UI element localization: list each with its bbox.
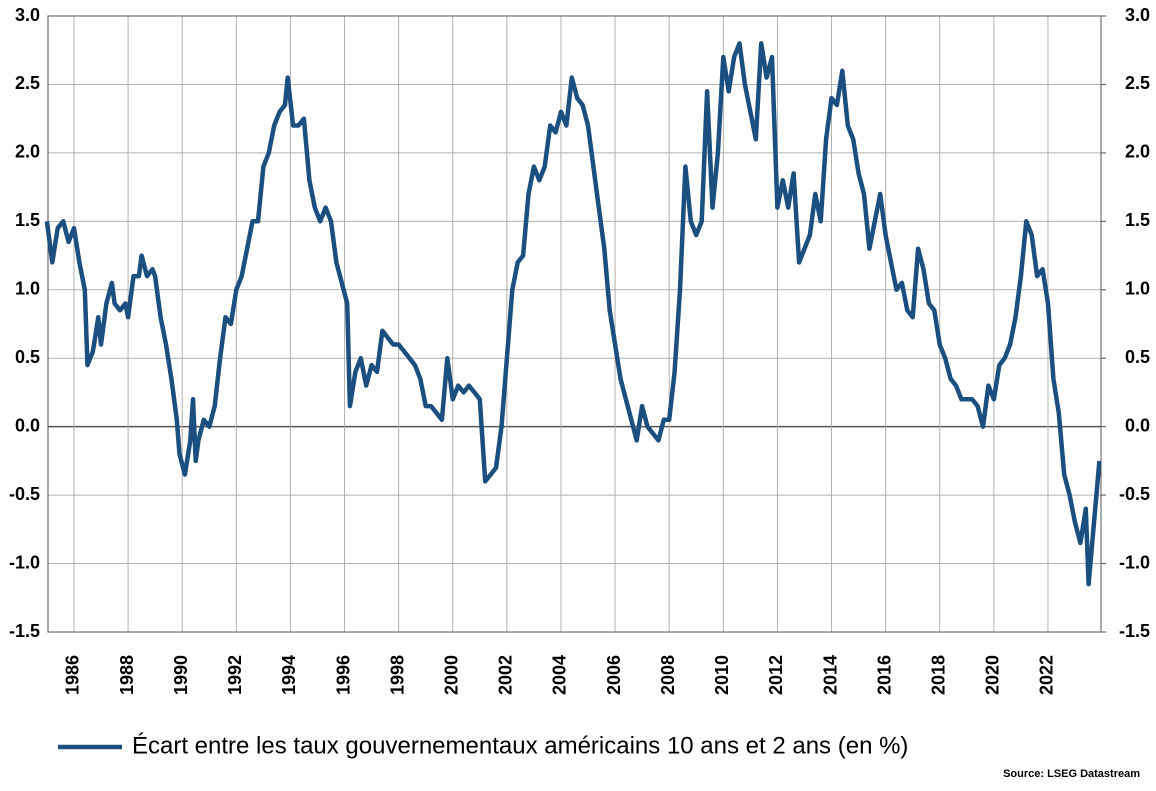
x-tick-label: 2020	[983, 655, 1003, 695]
x-tick-label: 1992	[225, 655, 245, 695]
y-tick-label: -1.5	[9, 621, 40, 641]
y-tick-label: 2.5	[15, 73, 40, 93]
x-tick-label: 2018	[928, 655, 948, 695]
x-tick-label: 2012	[766, 655, 786, 695]
data-line	[44, 41, 1102, 587]
y2-tick-label: 2.5	[1125, 73, 1150, 93]
x-tick-label: 1996	[333, 655, 353, 695]
plot-frame	[47, 15, 1102, 633]
x-tick-label: 2008	[658, 655, 678, 695]
x-tick-label: 2014	[820, 655, 840, 695]
x-tick-label: 2022	[1037, 655, 1057, 695]
x-tick-label: 2010	[712, 655, 732, 695]
y-tick-label: 1.0	[15, 279, 40, 299]
x-tick-label: 1990	[171, 655, 191, 695]
y2-tick-label: 3.0	[1125, 5, 1150, 25]
x-tick-label: 1994	[279, 655, 299, 695]
y2-tick-label: -0.5	[1119, 484, 1150, 504]
x-tick-label: 2004	[550, 655, 570, 695]
x-tick-label: 2000	[442, 655, 462, 695]
y-tick-label: 2.0	[15, 142, 40, 162]
y-tick-label: 1.5	[15, 210, 40, 230]
x-tick-label: 1986	[63, 655, 83, 695]
x-tick-label: 2016	[874, 655, 894, 695]
y2-tick-label: 1.0	[1125, 279, 1150, 299]
y2-tick-label: 1.5	[1125, 210, 1150, 230]
y-tick-label: -1.0	[9, 552, 40, 572]
y-tick-label: 3.0	[15, 5, 40, 25]
x-tick-label: 2002	[496, 655, 516, 695]
y2-tick-label: 0.5	[1125, 347, 1150, 367]
y2-tick-label: -1.5	[1119, 621, 1150, 641]
y2-tick-label: 0.0	[1125, 415, 1150, 435]
y-tick-label: 0.5	[15, 347, 40, 367]
x-tick-label: 1988	[117, 655, 137, 695]
y-tick-label: -0.5	[9, 484, 40, 504]
x-tick-label: 1998	[387, 655, 407, 695]
source: Source: LSEG Datastream	[1003, 768, 1140, 780]
x-tick-label: 2006	[604, 655, 624, 695]
y-tick-label: 0.0	[15, 415, 40, 435]
legend-label: Écart entre les taux gouvernementaux amé…	[132, 732, 908, 759]
y2-tick-label: -1.0	[1119, 552, 1150, 572]
y2-tick-label: 2.0	[1125, 142, 1150, 162]
